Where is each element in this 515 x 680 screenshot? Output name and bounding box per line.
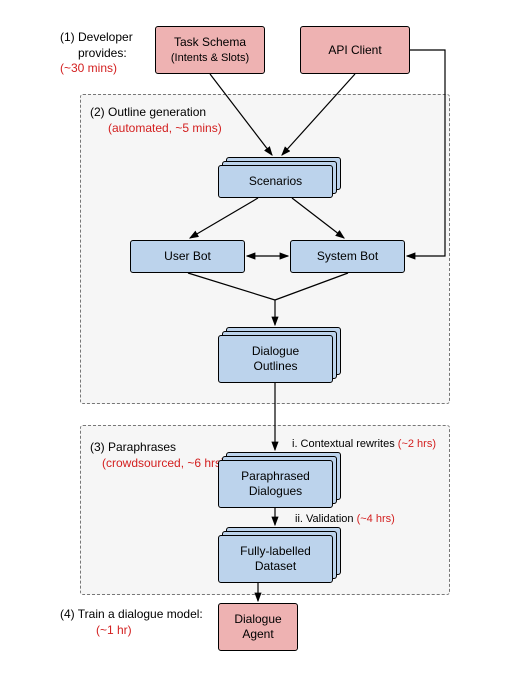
node-agent-line1: Dialogue (234, 612, 281, 626)
node-task-schema: Task Schema (Intents & Slots) (155, 26, 265, 74)
node-system-bot-label: System Bot (317, 249, 378, 264)
node-user-bot: User Bot (130, 240, 245, 273)
label-step1-line1: (1) Developer (60, 30, 133, 44)
node-api-client-label: API Client (328, 43, 381, 58)
node-task-schema-line1: Task Schema (174, 35, 246, 49)
node-outlines-line1: Dialogue (252, 344, 299, 358)
label-step2-line1: (2) Outline generation (90, 105, 206, 119)
node-dataset: Fully-labelled Dataset (218, 535, 333, 583)
label-step2: (2) Outline generation (automated, ~5 mi… (90, 105, 222, 136)
edge-label-validation-time: (~4 hrs) (357, 513, 395, 525)
node-dataset-line1: Fully-labelled (240, 544, 311, 558)
node-agent-line2: Agent (242, 627, 273, 641)
node-dataset-line2: Dataset (255, 559, 296, 573)
label-step3-line1: (3) Paraphrases (90, 440, 176, 454)
node-task-schema-line2: (Intents & Slots) (171, 52, 249, 64)
node-scenarios: Scenarios (218, 165, 333, 198)
node-user-bot-label: User Bot (164, 249, 211, 264)
node-system-bot: System Bot (290, 240, 405, 273)
node-api-client: API Client (300, 26, 410, 74)
edge-label-rewrites-time: (~2 hrs) (398, 438, 436, 450)
label-step1-line2: provides: (60, 46, 127, 60)
label-step1-time: (~30 mins) (60, 61, 117, 75)
label-step2-time: (automated, ~5 mins) (90, 121, 222, 135)
edge-label-rewrites-text: i. Contextual rewrites (292, 438, 395, 450)
label-step4-line1: (4) Train a dialogue model: (60, 607, 203, 621)
node-dialogue-outlines: Dialogue Outlines (218, 335, 333, 383)
edge-label-rewrites: i. Contextual rewrites (~2 hrs) (292, 438, 436, 451)
node-paraphrased-line2: Dialogues (249, 484, 302, 498)
node-scenarios-label: Scenarios (249, 174, 302, 189)
node-outlines-line2: Outlines (253, 359, 297, 373)
label-step1: (1) Developer provides: (~30 mins) (60, 30, 133, 77)
edge-label-validation: ii. Validation (~4 hrs) (295, 513, 395, 526)
node-paraphrased-dialogues: Paraphrased Dialogues (218, 460, 333, 508)
label-step4-time: (~1 hr) (60, 623, 132, 637)
edge-label-validation-text: ii. Validation (295, 513, 354, 525)
node-paraphrased-line1: Paraphrased (241, 469, 310, 483)
label-step3-time: (crowdsourced, ~6 hrs) (90, 456, 225, 470)
node-dialogue-agent: Dialogue Agent (218, 603, 298, 651)
label-step3: (3) Paraphrases (crowdsourced, ~6 hrs) (90, 440, 225, 471)
label-step4: (4) Train a dialogue model: (~1 hr) (60, 607, 203, 638)
